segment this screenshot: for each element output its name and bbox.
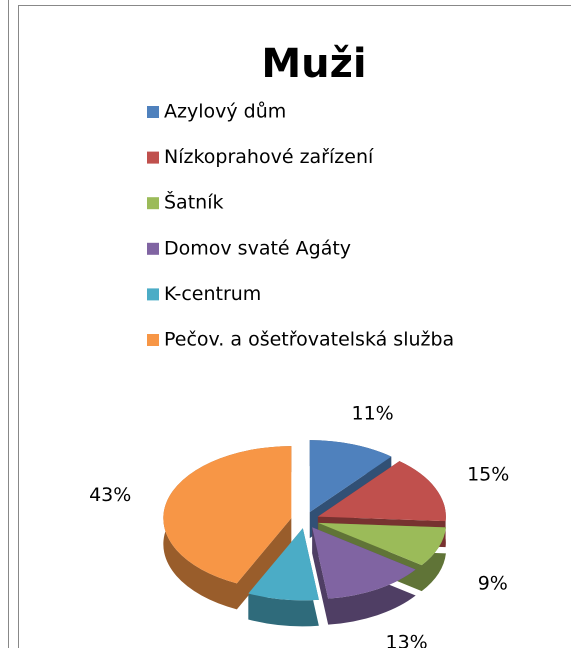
slice	[248, 528, 319, 601]
data-label: 15%	[467, 464, 509, 486]
legend-swatch	[147, 288, 159, 301]
data-label: 11%	[351, 402, 393, 424]
data-label: 43%	[89, 484, 131, 506]
legend-swatch	[147, 106, 159, 118]
data-label: 9%	[259, 646, 289, 648]
chart-border	[18, 5, 571, 648]
legend-label: Šatník	[164, 190, 223, 214]
legend-swatch	[147, 242, 159, 255]
legend-label: Pečov. a ošetřovatelská služba	[164, 329, 454, 351]
slice	[309, 440, 392, 513]
legend-label: Azylový dům	[164, 101, 286, 123]
data-label: 9%	[478, 573, 508, 595]
legend-label: Nízkoprahové zařízení	[164, 146, 374, 168]
slice	[318, 522, 446, 566]
legend-label: Domov svaté Agáty	[164, 237, 351, 259]
slice	[163, 446, 292, 584]
legend-label: K-centrum	[164, 283, 261, 305]
chart-title: Muži	[261, 41, 366, 87]
slice	[317, 461, 446, 522]
legend-swatch	[147, 151, 159, 164]
slice	[312, 527, 416, 599]
legend-swatch	[147, 197, 159, 210]
legend-swatch	[147, 334, 159, 346]
data-label: 13%	[385, 632, 427, 648]
